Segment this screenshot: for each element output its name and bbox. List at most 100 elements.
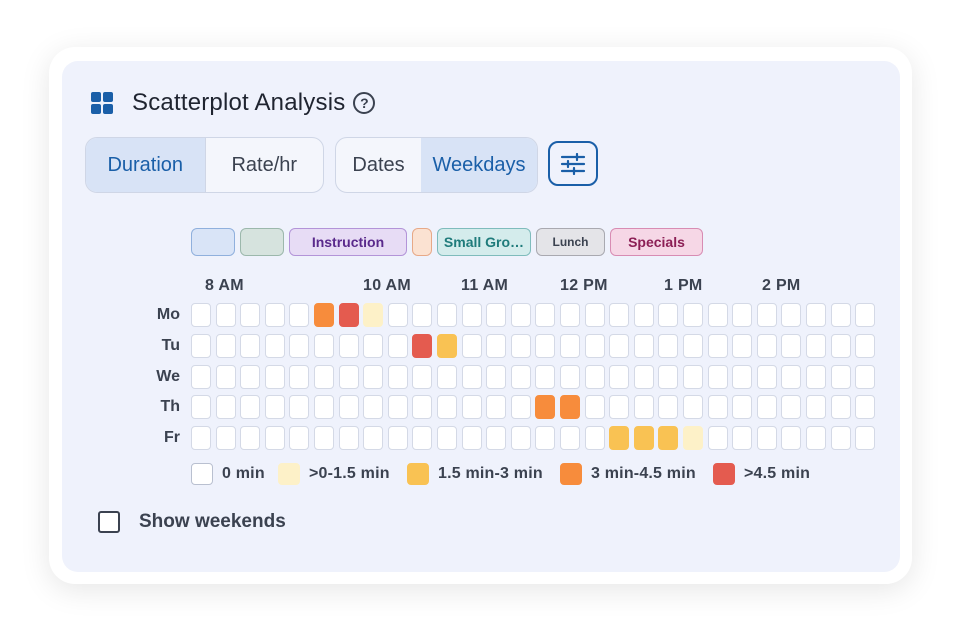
heat-cell[interactable] [560,333,580,358]
heat-cell[interactable] [387,303,408,327]
heat-cell[interactable] [830,303,851,327]
heat-cell[interactable] [609,364,630,389]
heat-cell[interactable] [683,426,703,451]
heat-cell[interactable] [412,426,433,451]
heat-cell[interactable] [363,303,384,327]
heat-cell[interactable] [658,333,679,358]
heat-cell[interactable] [806,303,826,327]
heat-cell[interactable] [732,364,753,389]
heat-cell[interactable] [781,333,802,358]
activity-chip-lunch[interactable]: Lunch [536,228,605,256]
heat-cell[interactable] [338,333,359,358]
heat-cell[interactable] [830,364,851,389]
heat-cell[interactable] [314,395,334,420]
duration-option[interactable]: Duration [86,138,205,192]
heat-cell[interactable] [387,364,408,389]
heat-cell[interactable] [781,364,802,389]
heat-cell[interactable] [683,303,703,327]
heat-cell[interactable] [707,395,728,420]
heat-cell[interactable] [806,426,826,451]
heat-cell[interactable] [412,333,433,358]
heat-cell[interactable] [707,364,728,389]
heat-cell[interactable] [338,303,359,327]
heat-cell[interactable] [486,303,507,327]
heat-cell[interactable] [412,303,433,327]
show-weekends-control[interactable]: Show weekends [98,511,286,533]
heat-cell[interactable] [707,303,728,327]
heat-cell[interactable] [338,364,359,389]
heat-cell[interactable] [314,364,334,389]
heat-cell[interactable] [609,333,630,358]
heat-cell[interactable] [658,303,679,327]
heat-cell[interactable] [732,333,753,358]
activity-chip-specials[interactable]: Specials [610,228,703,256]
heat-cell[interactable] [584,333,605,358]
rate-per-hour-option[interactable]: Rate/hr [204,138,324,192]
heat-cell[interactable] [609,395,630,420]
heat-cell[interactable] [191,395,211,420]
heat-cell[interactable] [806,364,826,389]
activity-chip-small-group[interactable]: Small Gro… [437,228,531,256]
heat-cell[interactable] [732,303,753,327]
filter-settings-button[interactable] [548,141,598,186]
heat-cell[interactable] [560,426,580,451]
heat-cell[interactable] [510,333,531,358]
heat-cell[interactable] [264,426,285,451]
heat-cell[interactable] [633,364,654,389]
heat-cell[interactable] [756,333,777,358]
heat-cell[interactable] [510,395,531,420]
heat-cell[interactable] [535,426,556,451]
heat-cell[interactable] [756,395,777,420]
dates-option[interactable]: Dates [352,153,405,176]
heat-cell[interactable] [240,395,261,420]
heat-cell[interactable] [781,426,802,451]
heat-cell[interactable] [412,395,433,420]
heat-cell[interactable] [289,395,310,420]
heat-cell[interactable] [756,364,777,389]
heat-cell[interactable] [215,303,236,327]
heat-cell[interactable] [535,303,556,327]
heat-cell[interactable] [781,303,802,327]
heat-cell[interactable] [855,364,876,389]
heat-cell[interactable] [609,426,630,451]
heat-cell[interactable] [535,333,556,358]
heat-cell[interactable] [633,426,654,451]
heat-cell[interactable] [289,333,310,358]
heat-cell[interactable] [338,395,359,420]
heat-cell[interactable] [215,395,236,420]
activity-chip-2[interactable] [240,228,284,256]
heat-cell[interactable] [215,333,236,358]
heat-cell[interactable] [191,333,211,358]
heat-cell[interactable] [855,303,876,327]
heat-cell[interactable] [437,426,457,451]
heat-cell[interactable] [461,395,482,420]
heat-cell[interactable] [560,303,580,327]
heat-cell[interactable] [363,333,384,358]
heat-cell[interactable] [658,426,679,451]
heat-cell[interactable] [830,333,851,358]
heat-cell[interactable] [338,426,359,451]
heat-cell[interactable] [240,426,261,451]
heat-cell[interactable] [486,364,507,389]
heat-cell[interactable] [412,364,433,389]
heat-cell[interactable] [633,303,654,327]
heat-cell[interactable] [215,426,236,451]
heat-cell[interactable] [486,395,507,420]
heat-cell[interactable] [387,426,408,451]
heat-cell[interactable] [633,333,654,358]
heat-cell[interactable] [314,426,334,451]
heat-cell[interactable] [264,303,285,327]
heat-cell[interactable] [633,395,654,420]
heat-cell[interactable] [732,426,753,451]
heat-cell[interactable] [191,303,211,327]
heat-cell[interactable] [732,395,753,420]
heat-cell[interactable] [486,426,507,451]
heat-cell[interactable] [658,364,679,389]
heat-cell[interactable] [437,303,457,327]
heat-cell[interactable] [461,364,482,389]
heat-cell[interactable] [486,333,507,358]
heat-cell[interactable] [510,364,531,389]
heat-cell[interactable] [535,395,556,420]
heat-cell[interactable] [756,426,777,451]
heat-cell[interactable] [437,395,457,420]
